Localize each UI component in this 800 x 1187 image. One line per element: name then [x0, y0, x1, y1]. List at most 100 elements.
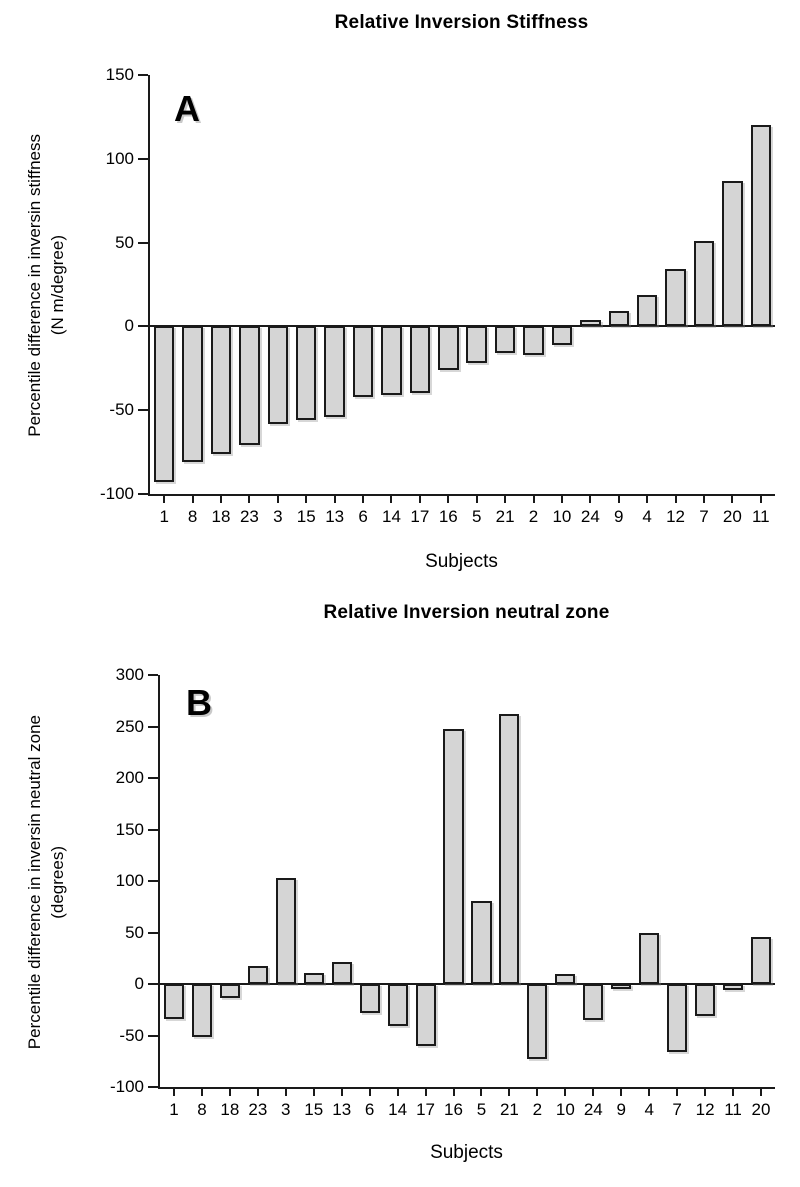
bar-subject-3	[267, 326, 289, 424]
x-tick-label: 6	[364, 1100, 375, 1119]
bar-subject-13	[324, 326, 345, 417]
y-tick-mark	[148, 828, 158, 831]
x-tick-label: 5	[476, 1100, 487, 1119]
x-tick-label: 5	[471, 507, 482, 526]
x-tick-mark	[732, 1087, 735, 1096]
y-tick-label: -50	[109, 400, 134, 420]
bar-subject-21	[494, 326, 516, 354]
x-tick-mark	[248, 494, 251, 503]
panel-b-plot-area: B 300 250 200 150 100 50 0 -50 -100 1 8 18 23 3 15 13 6 1…	[110, 665, 775, 1119]
bar-subject-4	[636, 294, 658, 327]
x-tick-label: 24	[580, 507, 600, 526]
bar-subject-13	[331, 962, 352, 984]
bar-subject-6	[359, 984, 380, 1013]
bar-subject-18	[219, 984, 240, 999]
y-tick-mark	[148, 674, 158, 676]
x-tick-label: 13	[332, 1100, 352, 1119]
x-tick-mark	[646, 494, 649, 503]
y-tick-mark	[138, 74, 148, 76]
x-tick-mark	[620, 1087, 623, 1096]
bar-subject-17	[415, 984, 436, 1046]
bar-subject-1	[153, 326, 175, 483]
panel-b-title: Relative Inversion neutral zone	[323, 602, 610, 623]
y-tick-mark	[138, 241, 148, 244]
x-tick-label: 24	[583, 1100, 603, 1119]
bar-subject-18	[210, 326, 232, 454]
y-tick-label: -50	[119, 1025, 144, 1045]
x-tick-label: 1	[169, 1100, 179, 1119]
x-tick-mark	[362, 494, 365, 503]
y-tick-mark	[148, 880, 158, 882]
bar-subject-23	[239, 326, 260, 446]
panel-a-title: Relative Inversion Stiffness	[334, 12, 589, 33]
x-tick-label: 7	[699, 507, 709, 526]
x-tick-mark	[731, 494, 734, 503]
bar-subject-7	[667, 984, 688, 1052]
x-tick-label: 3	[281, 1100, 291, 1119]
x-tick-mark	[390, 494, 393, 503]
y-tick-label: 100	[115, 871, 144, 890]
x-tick-mark	[532, 494, 535, 503]
x-tick-label: 10	[555, 1100, 575, 1119]
bar-subject-1	[163, 984, 185, 1020]
x-tick-mark	[447, 494, 450, 503]
x-tick-label: 21	[495, 507, 515, 526]
x-tick-label: 15	[296, 507, 316, 526]
y-tick-label: 100	[105, 148, 134, 168]
bar-subject-11	[723, 984, 744, 991]
bar-subject-12	[665, 269, 686, 327]
bar-subject-24	[580, 319, 601, 327]
y-tick-label: 150	[105, 65, 134, 84]
bar-subject-23	[247, 966, 268, 984]
x-tick-label: 2	[532, 1100, 543, 1119]
x-tick-label: 1	[159, 507, 169, 526]
panel-b-y-axis-title: Percentile difference in inversin neutra…	[14, 675, 80, 1089]
zero-axis-line	[160, 983, 775, 985]
y-tick-label: 300	[115, 665, 144, 684]
bar-subject-10	[551, 326, 573, 345]
x-tick-label: 23	[248, 1100, 268, 1119]
x-tick-mark	[702, 494, 705, 503]
x-tick-label: 18	[211, 507, 231, 526]
bar-subject-9	[608, 311, 629, 327]
bar-subject-3	[275, 877, 296, 984]
x-tick-label: 4	[644, 1100, 654, 1119]
y-tick-label: 200	[115, 768, 144, 787]
bar-subject-16	[438, 326, 459, 370]
x-tick-label: 11	[751, 507, 770, 526]
x-tick-mark	[340, 1087, 343, 1096]
x-tick-mark	[704, 1087, 707, 1096]
y-tick-mark	[138, 157, 148, 160]
bar-subject-21	[499, 714, 520, 984]
bar-subject-20	[750, 936, 772, 984]
x-tick-label: 8	[197, 1100, 207, 1119]
x-tick-mark	[228, 1087, 231, 1096]
x-tick-label: 16	[438, 507, 458, 526]
bar-subject-8	[182, 326, 203, 463]
x-tick-mark	[560, 494, 563, 503]
x-tick-mark	[172, 1087, 175, 1096]
x-tick-mark	[276, 494, 279, 503]
y-tick-mark	[148, 777, 158, 779]
y-tick-mark	[148, 725, 158, 728]
panel-b-y-axis-title-line1: Percentile difference in inversin neutra…	[25, 714, 45, 1050]
x-tick-mark	[674, 494, 677, 503]
x-tick-mark	[475, 494, 478, 503]
y-tick-label: 0	[124, 316, 134, 336]
x-tick-mark	[536, 1087, 539, 1096]
bar-subject-12	[695, 984, 716, 1016]
x-tick-mark	[220, 494, 223, 503]
x-tick-label: 21	[499, 1100, 519, 1119]
bar-subject-11	[750, 125, 772, 327]
x-tick-mark	[564, 1087, 567, 1096]
x-tick-mark	[480, 1087, 483, 1096]
y-tick-label: 50	[115, 232, 134, 252]
bar-subject-8	[191, 984, 212, 1037]
panel-a-plot-area: A 150 100 50 0 -50 -100 1 8 18 23 3 15 13 6 14 17 16 5 21 2…	[100, 65, 775, 526]
x-tick-mark	[305, 494, 308, 503]
x-tick-label: 4	[642, 507, 652, 526]
x-tick-label: 23	[239, 507, 259, 526]
bar-subject-5	[466, 326, 487, 364]
panel-b-y-axis-title-line2: (degrees)	[48, 845, 67, 919]
